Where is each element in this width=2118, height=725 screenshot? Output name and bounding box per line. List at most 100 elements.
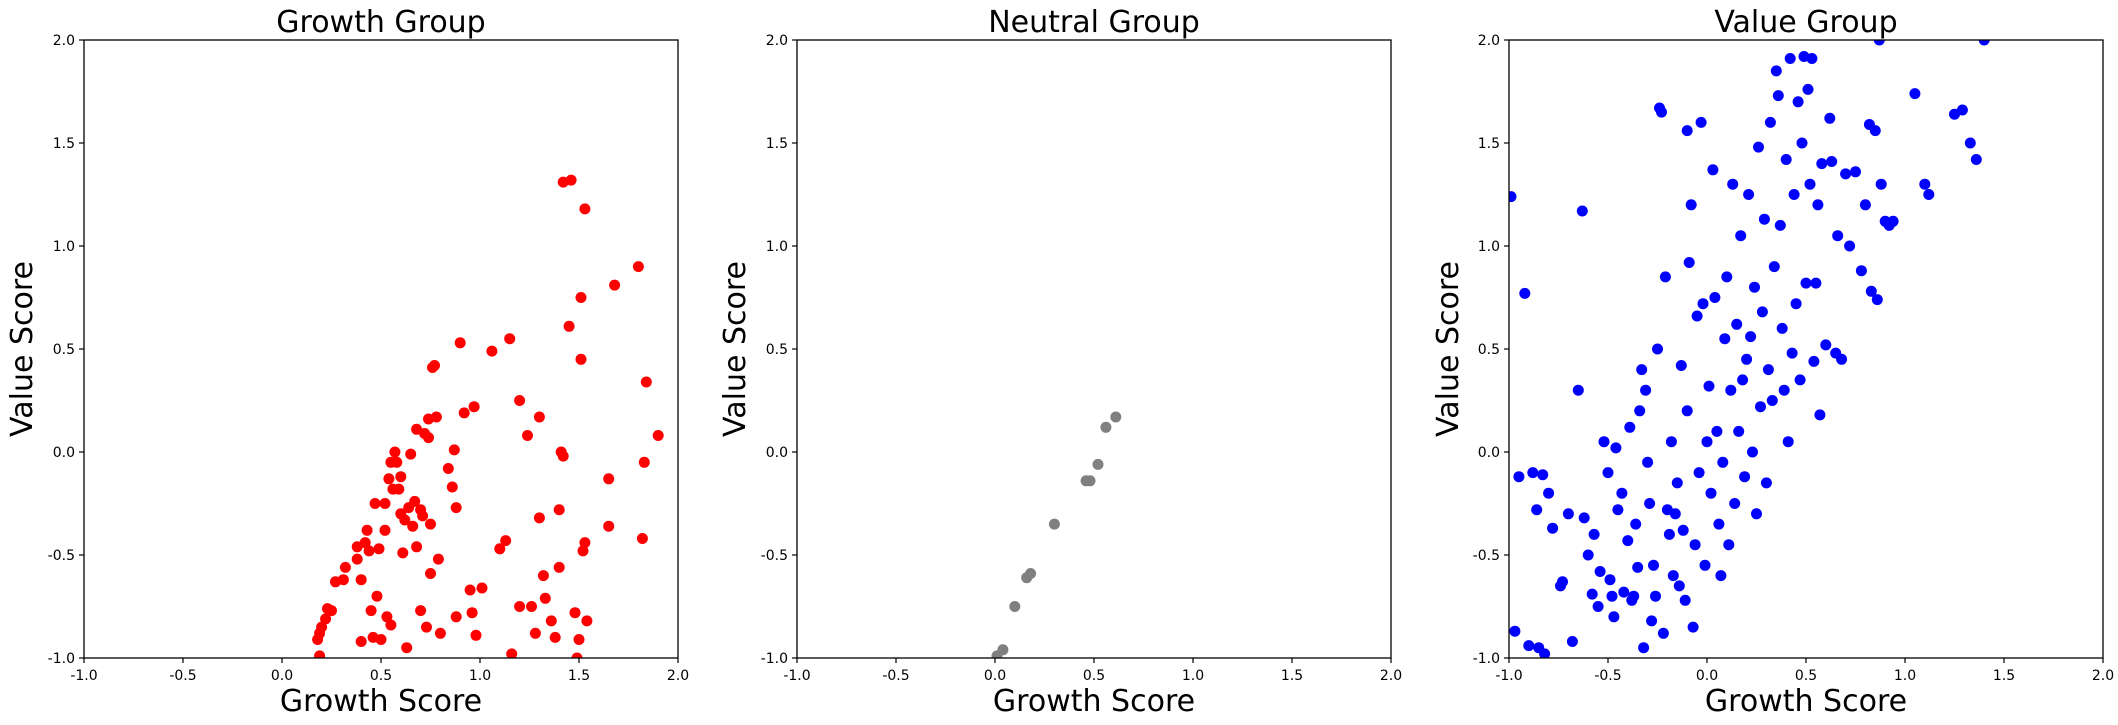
scatter-point — [1644, 498, 1656, 509]
scatter-point — [1592, 601, 1604, 612]
scatter-point — [1576, 205, 1588, 217]
scatter-point — [1768, 261, 1780, 273]
scatter-point — [371, 590, 383, 602]
scatter-point — [1816, 158, 1828, 170]
scatter-point — [1048, 518, 1060, 530]
scatter-point — [1731, 318, 1743, 330]
scatter-point — [1594, 566, 1606, 577]
scatter-point — [533, 411, 545, 423]
scatter-point — [1970, 154, 1982, 165]
scatter-point — [395, 471, 407, 483]
scatter-point — [1671, 477, 1683, 489]
scatter-point — [1687, 621, 1699, 633]
scatter-point — [1634, 405, 1646, 417]
scatter-point — [405, 448, 417, 460]
scatter-point — [434, 627, 446, 639]
scatter-point — [320, 613, 332, 625]
scatter-point — [1543, 487, 1555, 499]
scatter-points — [1509, 40, 1990, 658]
scatter-point — [1640, 384, 1652, 396]
scatter-point — [526, 601, 537, 612]
scatter-point — [1009, 601, 1021, 612]
scatter-point — [1859, 199, 1871, 211]
x-axis-label: Growth Score — [280, 684, 482, 719]
scatter-point — [575, 353, 587, 365]
scatter-point — [1586, 588, 1598, 600]
scatter-point — [1869, 125, 1881, 137]
scatter-point — [1547, 522, 1559, 534]
scatter-point — [1681, 125, 1693, 137]
scatter-point — [1673, 580, 1685, 592]
y-tick-label: 1.5 — [1478, 136, 1500, 152]
scatter-point — [1519, 287, 1531, 299]
scatter-point — [1636, 364, 1648, 376]
scatter-point — [1764, 116, 1776, 128]
y-axis-ticks: -1.0 -0.5 0.0 0.5 1.0 1.5 2.0 — [1473, 33, 1509, 667]
scatter-point — [1657, 627, 1669, 639]
scatter-point — [1808, 355, 1820, 367]
scatter-point — [409, 495, 421, 507]
scatter-point — [1663, 528, 1675, 540]
scatter-point — [470, 629, 482, 641]
scatter-point — [1523, 640, 1535, 652]
scatter-point — [500, 535, 512, 547]
scatter-point — [1721, 271, 1733, 283]
x-tick-label: 0.0 — [1696, 668, 1718, 684]
scatter-point — [1677, 524, 1689, 536]
scatter-point — [632, 261, 644, 273]
scatter-point — [1707, 164, 1719, 176]
scatter-point — [1697, 298, 1709, 310]
y-tick-label: 1.5 — [53, 136, 75, 152]
scatter-point — [1743, 189, 1755, 200]
scatter-point — [1622, 535, 1634, 547]
scatter-point — [1566, 636, 1578, 647]
scatter-point — [1784, 53, 1796, 64]
scatter-point — [458, 407, 470, 419]
y-axis-label: Value Score — [5, 261, 40, 437]
scatter-point — [1705, 487, 1717, 499]
scatter-point — [314, 650, 326, 658]
scatter-point — [504, 333, 516, 345]
scatter-point — [1630, 518, 1642, 530]
scatter-point — [379, 524, 391, 536]
scatter-point — [1812, 199, 1824, 211]
scatter-point — [1624, 421, 1636, 433]
scatter-point — [1610, 442, 1622, 454]
scatter-point — [565, 174, 577, 186]
scatter-point — [1693, 467, 1705, 479]
scatter-point — [1608, 611, 1620, 623]
scatter-point — [1092, 458, 1104, 470]
scatter-point — [407, 520, 419, 532]
scatter-point — [448, 444, 460, 456]
scatter-point — [1646, 615, 1658, 627]
scatter-point — [1110, 411, 1122, 423]
scatter-point — [450, 611, 462, 623]
scatter-point — [466, 607, 478, 619]
scatter-point — [326, 605, 337, 617]
y-tick-label: 0.0 — [766, 445, 788, 461]
scatter-point — [1675, 360, 1687, 371]
scatter-point — [468, 401, 480, 413]
x-tick-label: -1.0 — [70, 668, 97, 684]
scatter-point — [464, 584, 476, 596]
scatter-point — [1780, 154, 1792, 165]
scatter-point — [1792, 96, 1804, 108]
scatter-point — [430, 411, 442, 423]
scatter-point — [1723, 539, 1735, 551]
scatter-point — [359, 537, 371, 549]
scatter-point — [1978, 40, 1990, 46]
scatter-point — [446, 481, 458, 493]
scatter-point — [397, 547, 409, 559]
x-tick-label: 1.5 — [1281, 668, 1303, 684]
scatter-point — [312, 634, 324, 645]
scatter-point — [1800, 277, 1812, 289]
scatter-point — [545, 615, 557, 627]
x-tick-label: 1.0 — [1182, 668, 1204, 684]
scatter-point — [1826, 156, 1838, 167]
x-axis-ticks: -1.0 -0.5 0.0 0.5 1.0 1.5 2.0 — [783, 658, 1402, 684]
scatter-point — [549, 631, 561, 643]
scatter-point — [1756, 306, 1768, 318]
scatter-point — [369, 498, 381, 509]
scatter-point — [1875, 178, 1887, 190]
y-tick-label: 2.0 — [53, 33, 75, 49]
